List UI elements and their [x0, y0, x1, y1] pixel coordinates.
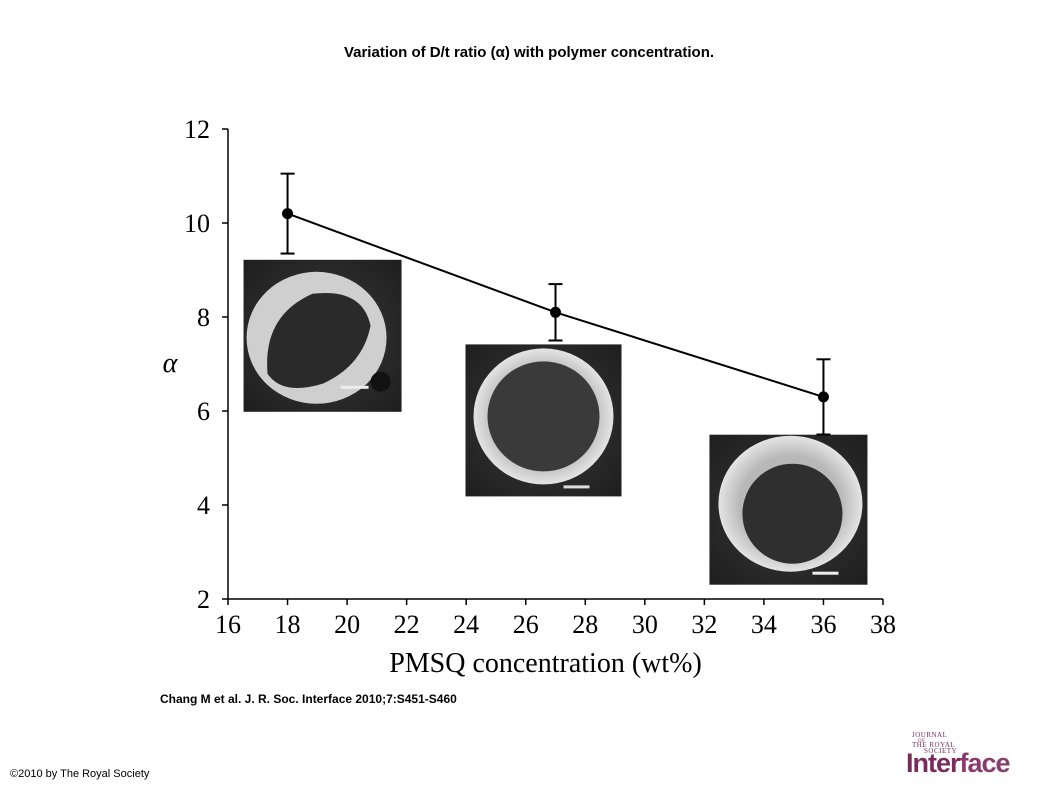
y-tick-label: 12 — [184, 115, 210, 144]
inset-scale-bar — [563, 485, 590, 489]
y-axis-label: α — [163, 348, 179, 379]
data-point — [550, 306, 561, 318]
x-tick-label: 20 — [334, 610, 360, 639]
x-tick-label: 28 — [572, 610, 598, 639]
inset-scale-bar — [812, 571, 839, 575]
y-tick-label: 4 — [197, 491, 210, 520]
sem-inset-18 — [243, 259, 402, 412]
x-tick-label: 32 — [691, 610, 717, 639]
x-tick-label: 38 — [870, 610, 896, 639]
logo-line-3: THE ROYAL — [912, 741, 956, 749]
inset-core — [742, 463, 843, 564]
inset-core — [487, 361, 600, 472]
inset-scale-bar — [340, 385, 369, 389]
x-tick-label: 34 — [751, 610, 777, 639]
x-tick-label: 16 — [215, 610, 241, 639]
x-axis-label: PMSQ concentration (wt%) — [389, 648, 702, 679]
citation: Chang M et al. J. R. Soc. Interface 2010… — [160, 692, 457, 706]
y-tick-label: 2 — [197, 585, 210, 614]
y-tick-label: 10 — [184, 209, 210, 238]
x-tick-label: 22 — [394, 610, 420, 639]
y-tick-label: 8 — [197, 303, 210, 332]
copyright: ©2010 by The Royal Society — [10, 768, 150, 780]
x-tick-label: 36 — [810, 610, 836, 639]
data-point — [282, 208, 294, 220]
y-tick-label: 6 — [197, 397, 210, 426]
data-point — [817, 391, 829, 403]
inset-particle — [370, 371, 391, 392]
x-tick-label: 26 — [513, 610, 539, 639]
logo-wordmark: Interface — [906, 748, 1011, 779]
inset-core — [267, 292, 371, 389]
sem-inset-27 — [465, 344, 622, 497]
journal-logo: JOURNAL OF THE ROYAL SOCIETY Interface — [904, 730, 1014, 780]
logo-word-a: Inter — [906, 748, 961, 778]
logo-line-1: JOURNAL — [912, 731, 948, 739]
x-tick-label: 24 — [453, 610, 479, 639]
sem-insets — [243, 259, 868, 585]
logo-line-4: SOCIETY — [924, 747, 958, 755]
logo-line-2: OF — [918, 739, 926, 744]
sem-inset-36 — [709, 434, 868, 585]
data-marks — [280, 172, 831, 436]
x-tick-label: 30 — [632, 610, 658, 639]
logo-word-b: face — [959, 748, 1011, 778]
chart-title: Variation of D/t ratio (α) with polymer … — [343, 44, 715, 61]
x-tick-label: 18 — [275, 610, 301, 639]
